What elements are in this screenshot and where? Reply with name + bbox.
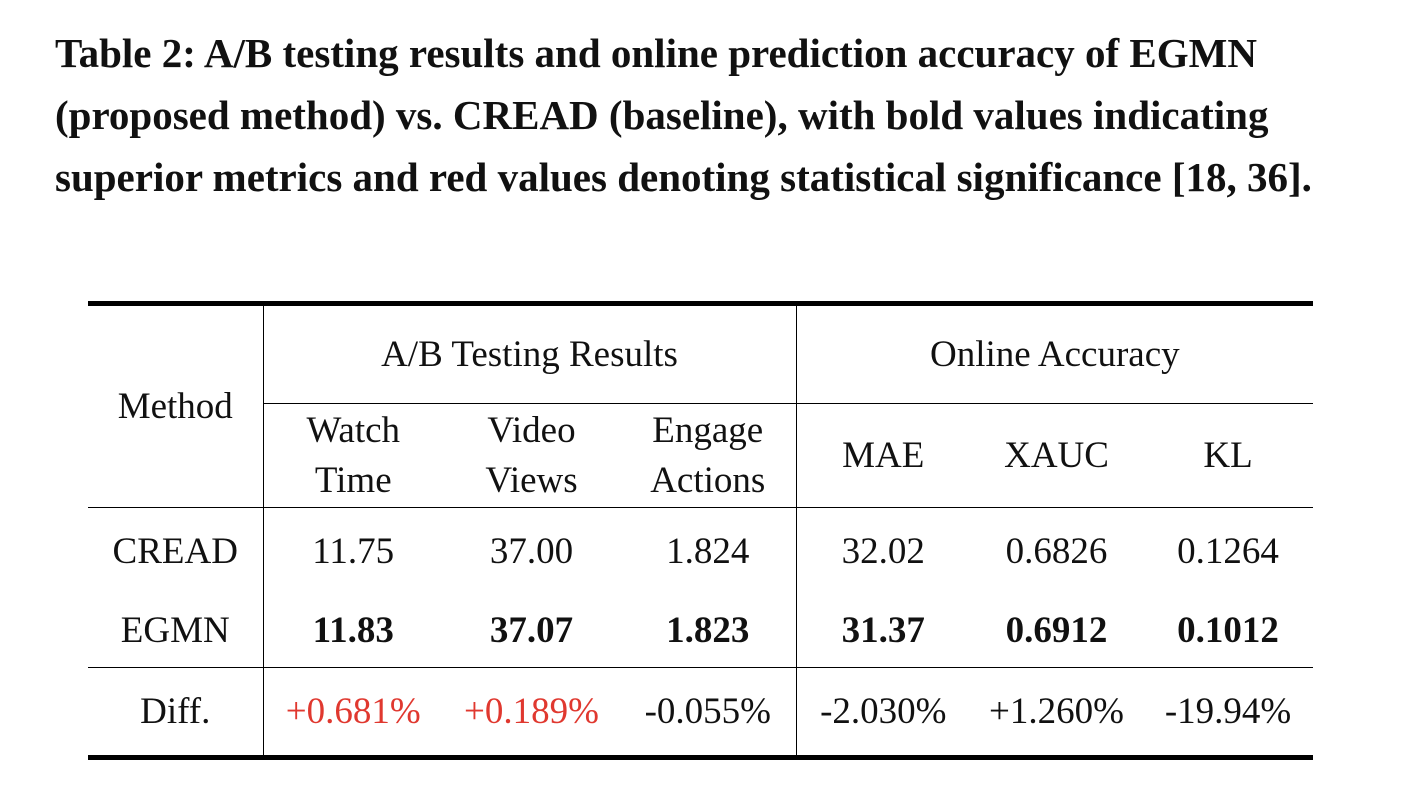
column-header: Video Views (443, 403, 620, 508)
column-header: Watch Time (263, 403, 443, 508)
data-row: EGMN 11.83 37.07 1.823 31.37 0.6912 0.1012 (88, 595, 1314, 668)
data-row: CREAD 11.75 37.00 1.824 32.02 0.6826 0.1264 (88, 507, 1313, 596)
value-cell: 0.1264 (1177, 530, 1279, 572)
column-header: XAUC (970, 403, 1144, 508)
group-header: A/B Testing Results (263, 301, 797, 404)
value-cell: 11.83 (263, 595, 443, 668)
value-cell: +1.260% (970, 667, 1144, 760)
value-cell: 1.823 (620, 595, 797, 668)
header-row: Method A/B Testing Results Online Accuracy (88, 301, 1314, 508)
value-cell: 31.37 (796, 595, 971, 668)
value-cell: 32.02 (841, 530, 925, 572)
row-label: CREAD (88, 507, 264, 596)
row-label: EGMN (88, 595, 264, 668)
value-cell: 1.824 (620, 507, 797, 596)
value-cell: 37.07 (443, 595, 620, 668)
column-header: MAE (796, 403, 971, 508)
value-cell: -19.94% (1143, 667, 1314, 760)
table-caption: Table 2: A/B testing results and online … (55, 30, 1312, 200)
group-header: Online Accuracy (796, 301, 1314, 404)
value-cell: 0.6826 (1005, 530, 1108, 572)
value-cell: 0.1012 (1143, 595, 1314, 668)
header-cell: Method (88, 301, 264, 508)
value-cell: +0.681% (263, 667, 443, 760)
value-cell: 0.6912 (970, 595, 1144, 668)
value-cell: -2.030% (796, 667, 971, 760)
column-header: KL (1143, 403, 1314, 508)
data-row: Diff. +0.681% +0.189% -0.055% -2.030% +1.260%… (88, 667, 1314, 760)
value-cell: 11.75 (312, 530, 395, 572)
subheader-row: Watch Time Video Views Engage Actions MAE XA… (88, 403, 1314, 508)
value-cell: +0.189% (443, 667, 620, 760)
value-cell: 37.00 (489, 530, 574, 572)
results-table: Method A/B Testing Results Online Accuracy… (88, 301, 1314, 760)
column-header: Engage Actions (620, 403, 797, 508)
value-cell: -0.055% (620, 667, 797, 760)
row-label: Diff. (88, 667, 264, 760)
